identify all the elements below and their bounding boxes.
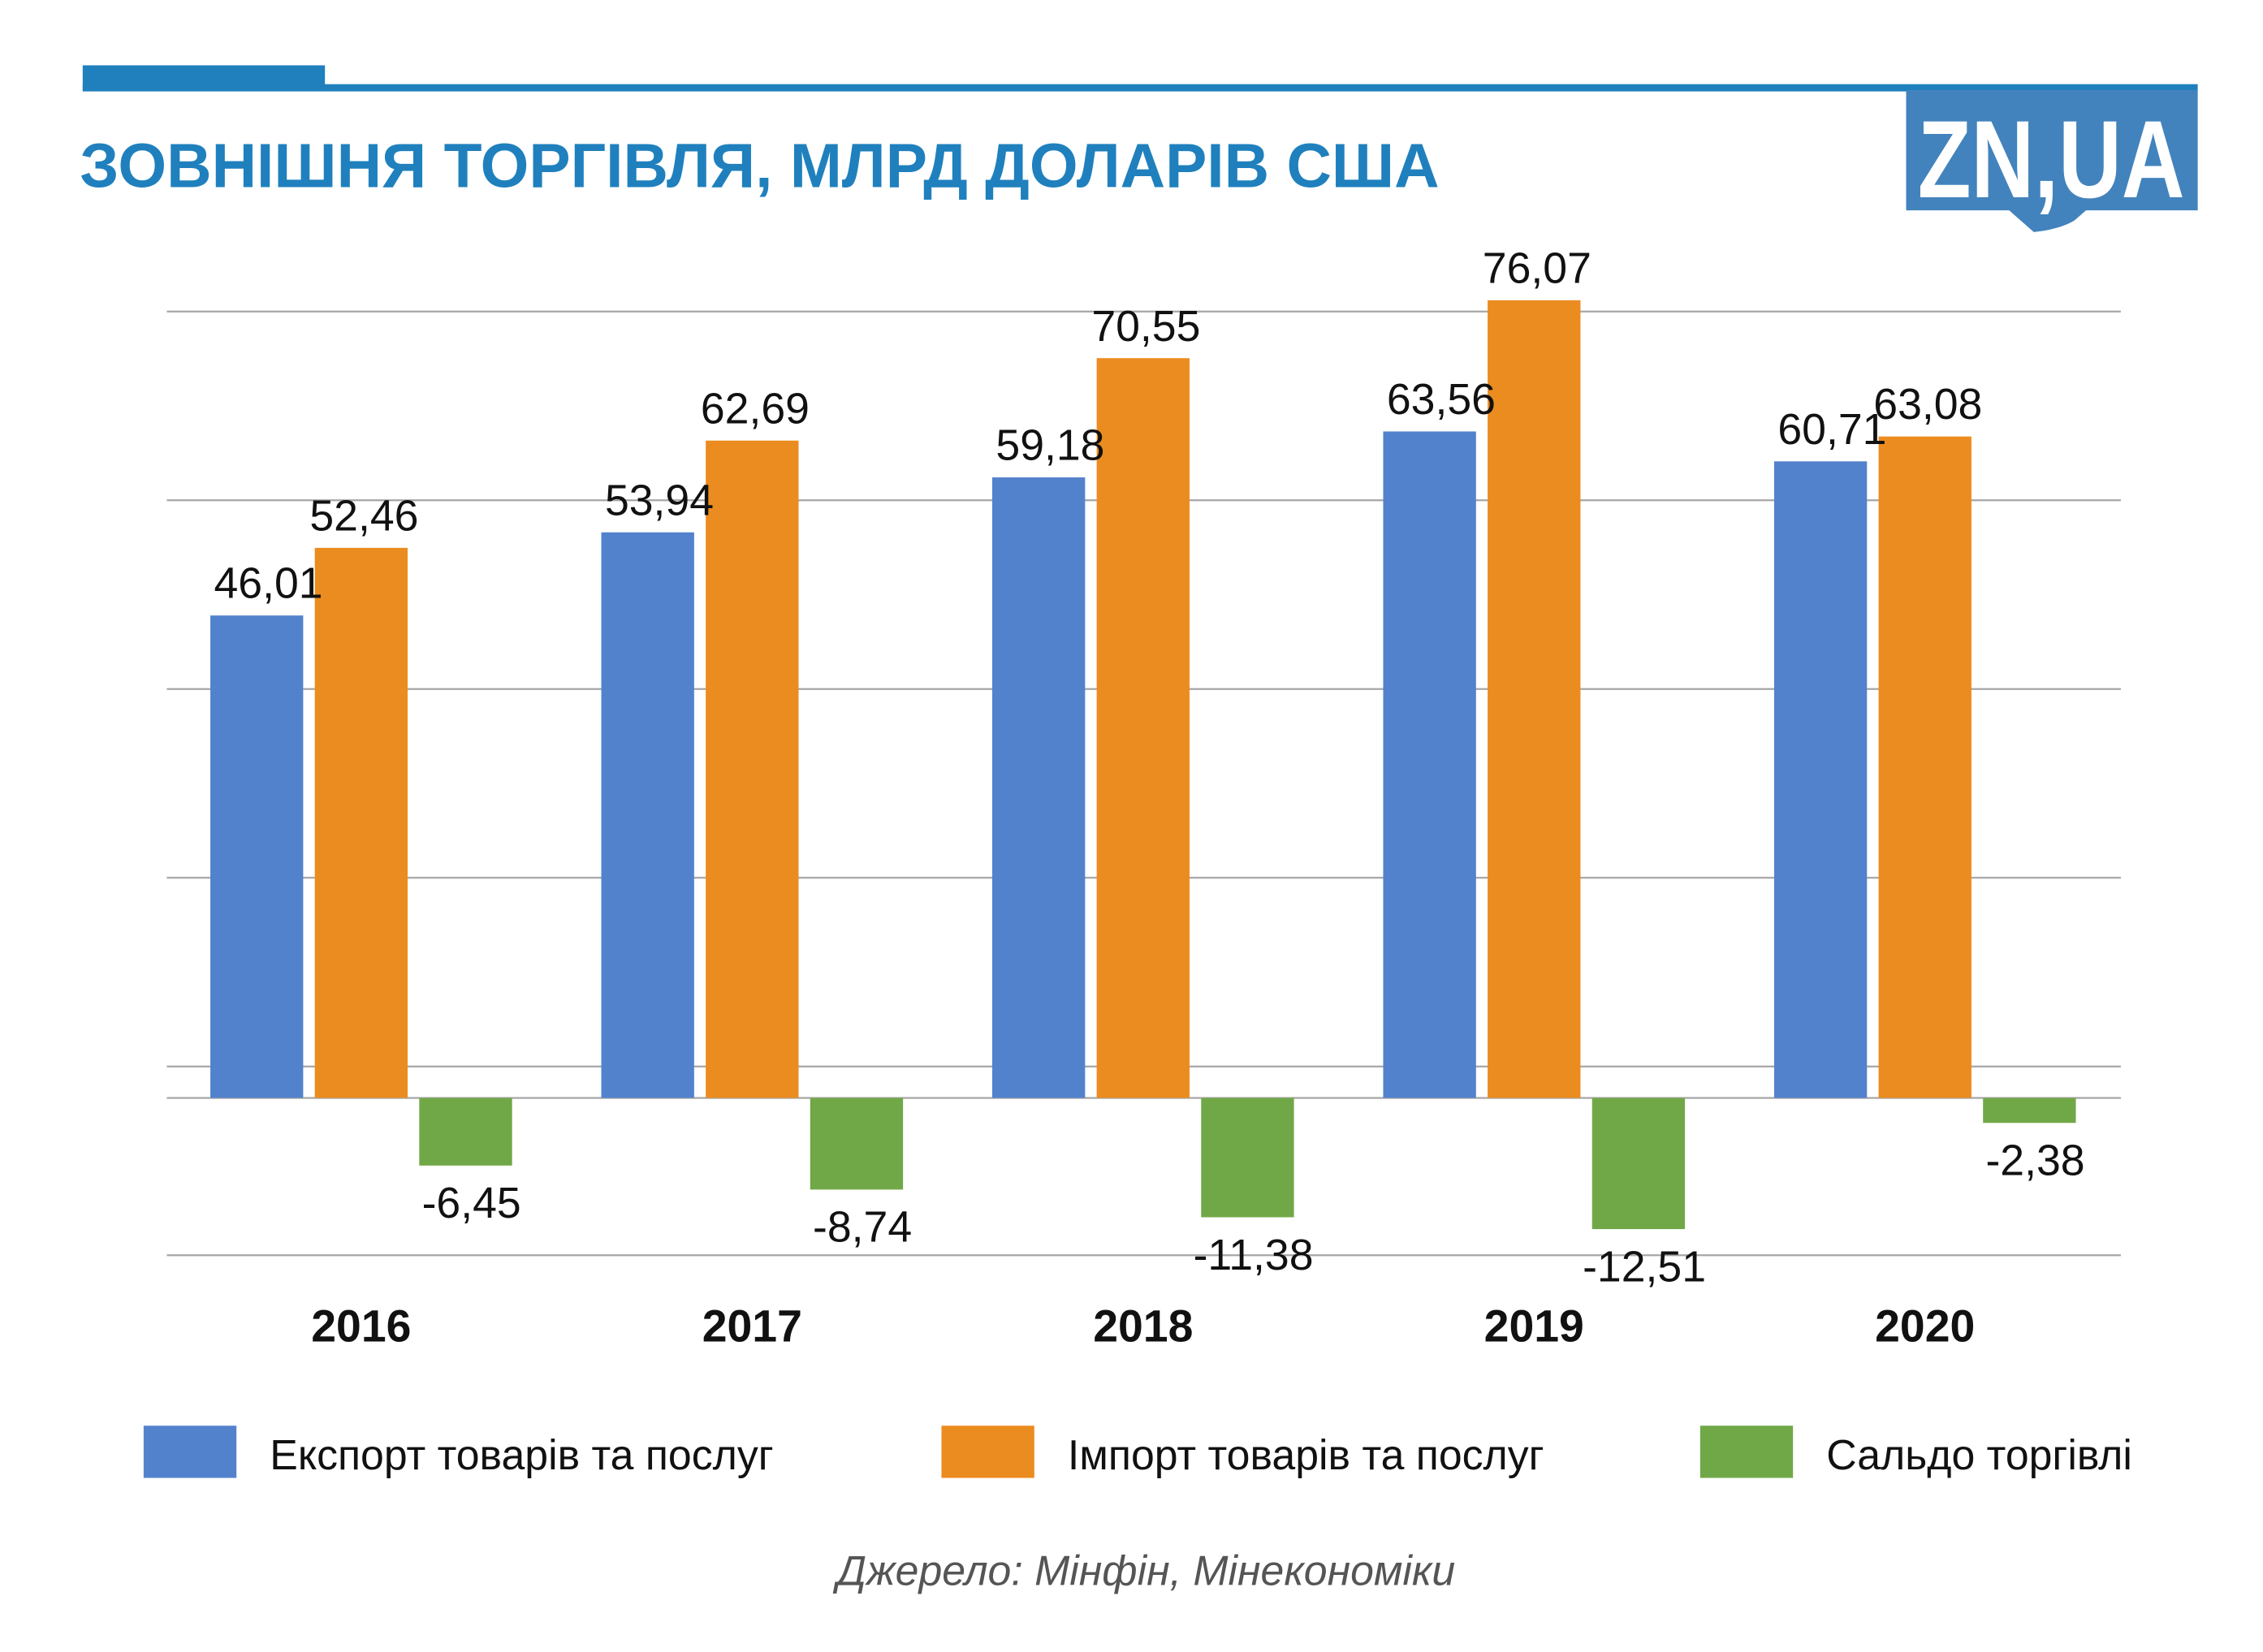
bar-balance-2018 xyxy=(1201,1098,1294,1218)
bar-import-2016 xyxy=(314,547,408,1098)
bar-export-2020 xyxy=(1773,461,1868,1098)
data-label: 62,69 xyxy=(701,384,810,433)
data-label: -12,51 xyxy=(1583,1242,1706,1291)
bar-export-2019 xyxy=(1383,431,1476,1098)
chart-title: ЗОВНІШНЯ ТОРГІВЛЯ, МЛРД ДОЛАРІВ США xyxy=(80,132,1439,201)
data-label: 76,07 xyxy=(1483,244,1591,292)
data-labels: 46,01 52,46 -6,45 53,94 62,69 -8,74 59,18 70,55… xyxy=(214,244,2084,1291)
x-tick-label: 2016 xyxy=(311,1301,411,1352)
x-tick-label: 2018 xyxy=(1093,1301,1193,1352)
legend-label: Імпорт товарів та послуг xyxy=(1068,1431,1544,1478)
bar-balance-2019 xyxy=(1591,1098,1686,1230)
bar-import-2017 xyxy=(706,440,799,1098)
legend: Експорт товарів та послуг Імпорт товарів … xyxy=(143,1426,2132,1478)
bar-export-2016 xyxy=(210,615,304,1098)
bars xyxy=(210,300,2076,1230)
data-label: -2,38 xyxy=(1985,1137,2084,1185)
data-label: 52,46 xyxy=(309,491,418,540)
bar-balance-2017 xyxy=(810,1098,904,1190)
data-label: 60,71 xyxy=(1777,405,1886,454)
data-label: -6,45 xyxy=(422,1179,521,1227)
data-label: -11,38 xyxy=(1194,1231,1314,1279)
data-label: 63,08 xyxy=(1873,380,1982,429)
legend-item: Експорт товарів та послуг xyxy=(143,1426,774,1478)
bar-import-2018 xyxy=(1096,358,1190,1098)
data-label: -8,74 xyxy=(813,1203,912,1252)
bar-export-2017 xyxy=(601,532,694,1098)
x-tick-label: 2017 xyxy=(702,1301,802,1352)
legend-item: Сальдо торгівлі xyxy=(1699,1426,2132,1478)
data-label: 70,55 xyxy=(1091,302,1200,351)
legend-label: Експорт товарів та послуг xyxy=(270,1431,773,1478)
legend-swatch xyxy=(941,1426,1034,1478)
legend-swatch xyxy=(143,1426,237,1478)
legend-item: Імпорт товарів та послуг xyxy=(941,1426,1544,1478)
data-label: 46,01 xyxy=(214,559,322,608)
bar-balance-2016 xyxy=(419,1098,512,1166)
bar-import-2020 xyxy=(1878,436,1971,1098)
data-label: 63,56 xyxy=(1387,375,1496,424)
header-rule xyxy=(82,84,2198,92)
x-tick-label: 2020 xyxy=(1875,1301,1975,1352)
bar-export-2018 xyxy=(991,477,1086,1098)
bar-import-2019 xyxy=(1488,300,1581,1098)
data-label: 59,18 xyxy=(995,421,1104,470)
x-axis-labels: 2016 2017 2018 2019 2020 xyxy=(311,1301,1975,1352)
znua-logo: ZN,UA xyxy=(1906,89,2198,232)
source-note: Джерело: Мінфін, Мінекономіки xyxy=(833,1547,1456,1594)
data-label: 53,94 xyxy=(605,476,714,524)
legend-swatch xyxy=(1699,1426,1794,1478)
legend-label: Сальдо торгівлі xyxy=(1826,1431,2132,1478)
bar-balance-2020 xyxy=(1983,1098,2076,1124)
logo-text: ZN,UA xyxy=(1918,97,2185,221)
x-tick-label: 2019 xyxy=(1484,1301,1584,1352)
